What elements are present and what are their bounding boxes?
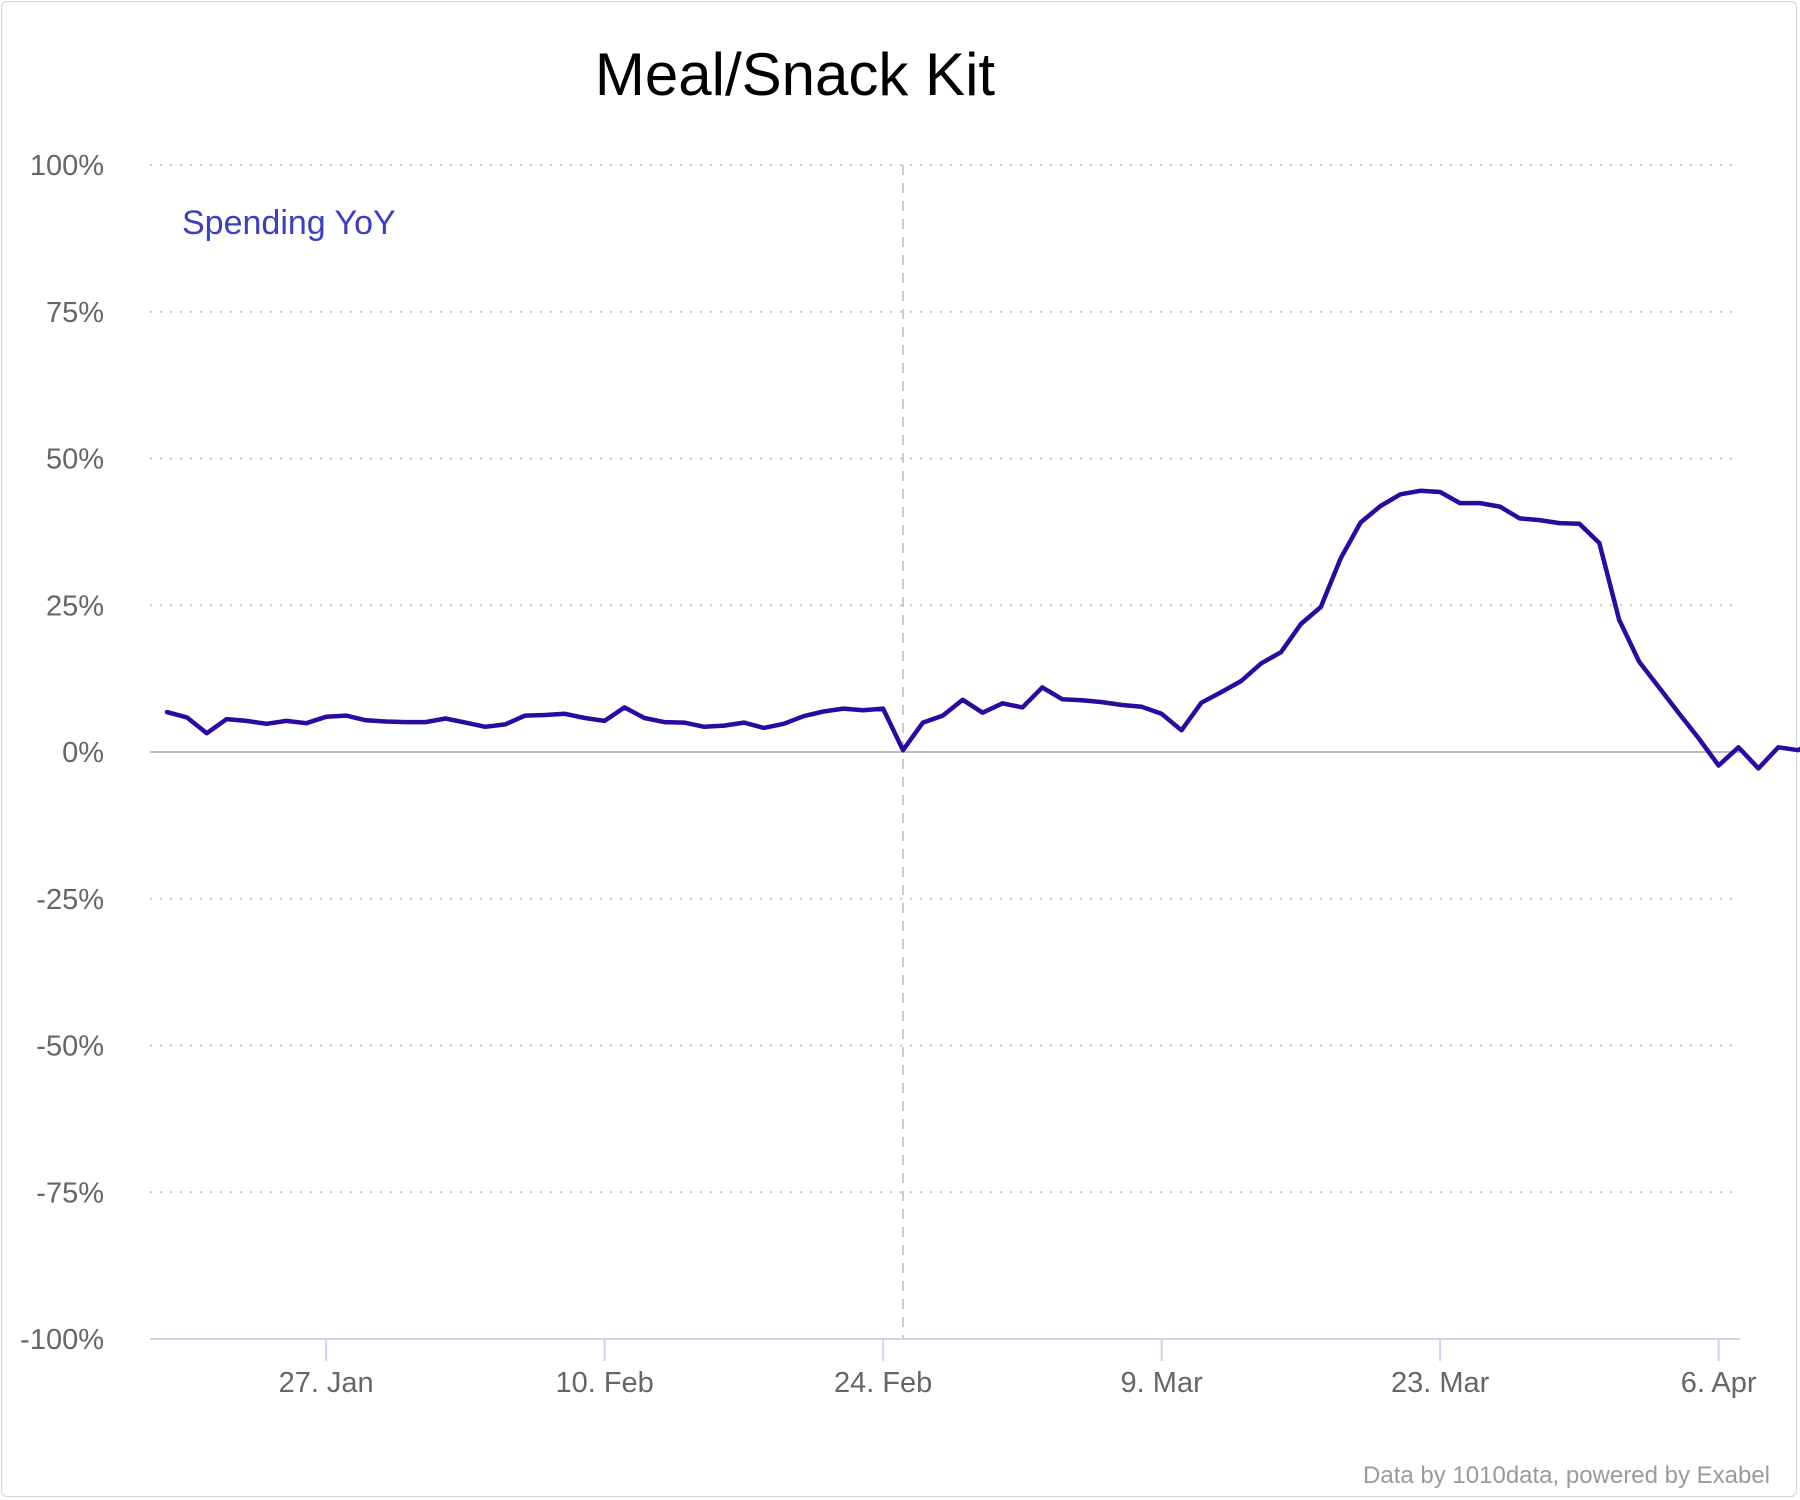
x-tick-label: 10. Feb — [555, 1367, 653, 1399]
x-tick-label: 27. Jan — [279, 1367, 374, 1399]
y-tick-label: -50% — [36, 1031, 104, 1063]
y-axis-ticks: 100% 75% 50% 25% 0% -25% -50% -75% -100% — [20, 150, 104, 1356]
y-tick-label: -75% — [36, 1177, 104, 1209]
x-tick-label: 6. Apr — [1681, 1367, 1757, 1399]
y-tick-label: 50% — [46, 444, 104, 476]
y-tick-label: 0% — [62, 737, 104, 769]
series-layer — [164, 488, 1800, 771]
y-tick-label: -25% — [36, 884, 104, 916]
chart-title: Meal/Snack Kit — [594, 41, 996, 108]
y-tick-label: -100% — [20, 1324, 104, 1356]
x-tick-label: 24. Feb — [834, 1367, 932, 1399]
credits-text: Data by 1010data, powered by Exabel — [1363, 1462, 1770, 1489]
series-label: Spending YoY — [182, 204, 396, 242]
x-tick-label: 23. Mar — [1391, 1367, 1490, 1399]
gridlines — [150, 164, 1740, 1194]
y-tick-label: 100% — [30, 150, 104, 182]
series-line — [164, 488, 1800, 771]
x-tick-label: 9. Mar — [1121, 1367, 1204, 1399]
y-tick-label: 75% — [46, 297, 104, 329]
y-tick-label: 25% — [46, 590, 104, 622]
x-axis-ticks: 27. Jan 10. Feb 24. Feb 9. Mar 23. Mar 6. Apr… — [279, 1339, 1757, 1399]
